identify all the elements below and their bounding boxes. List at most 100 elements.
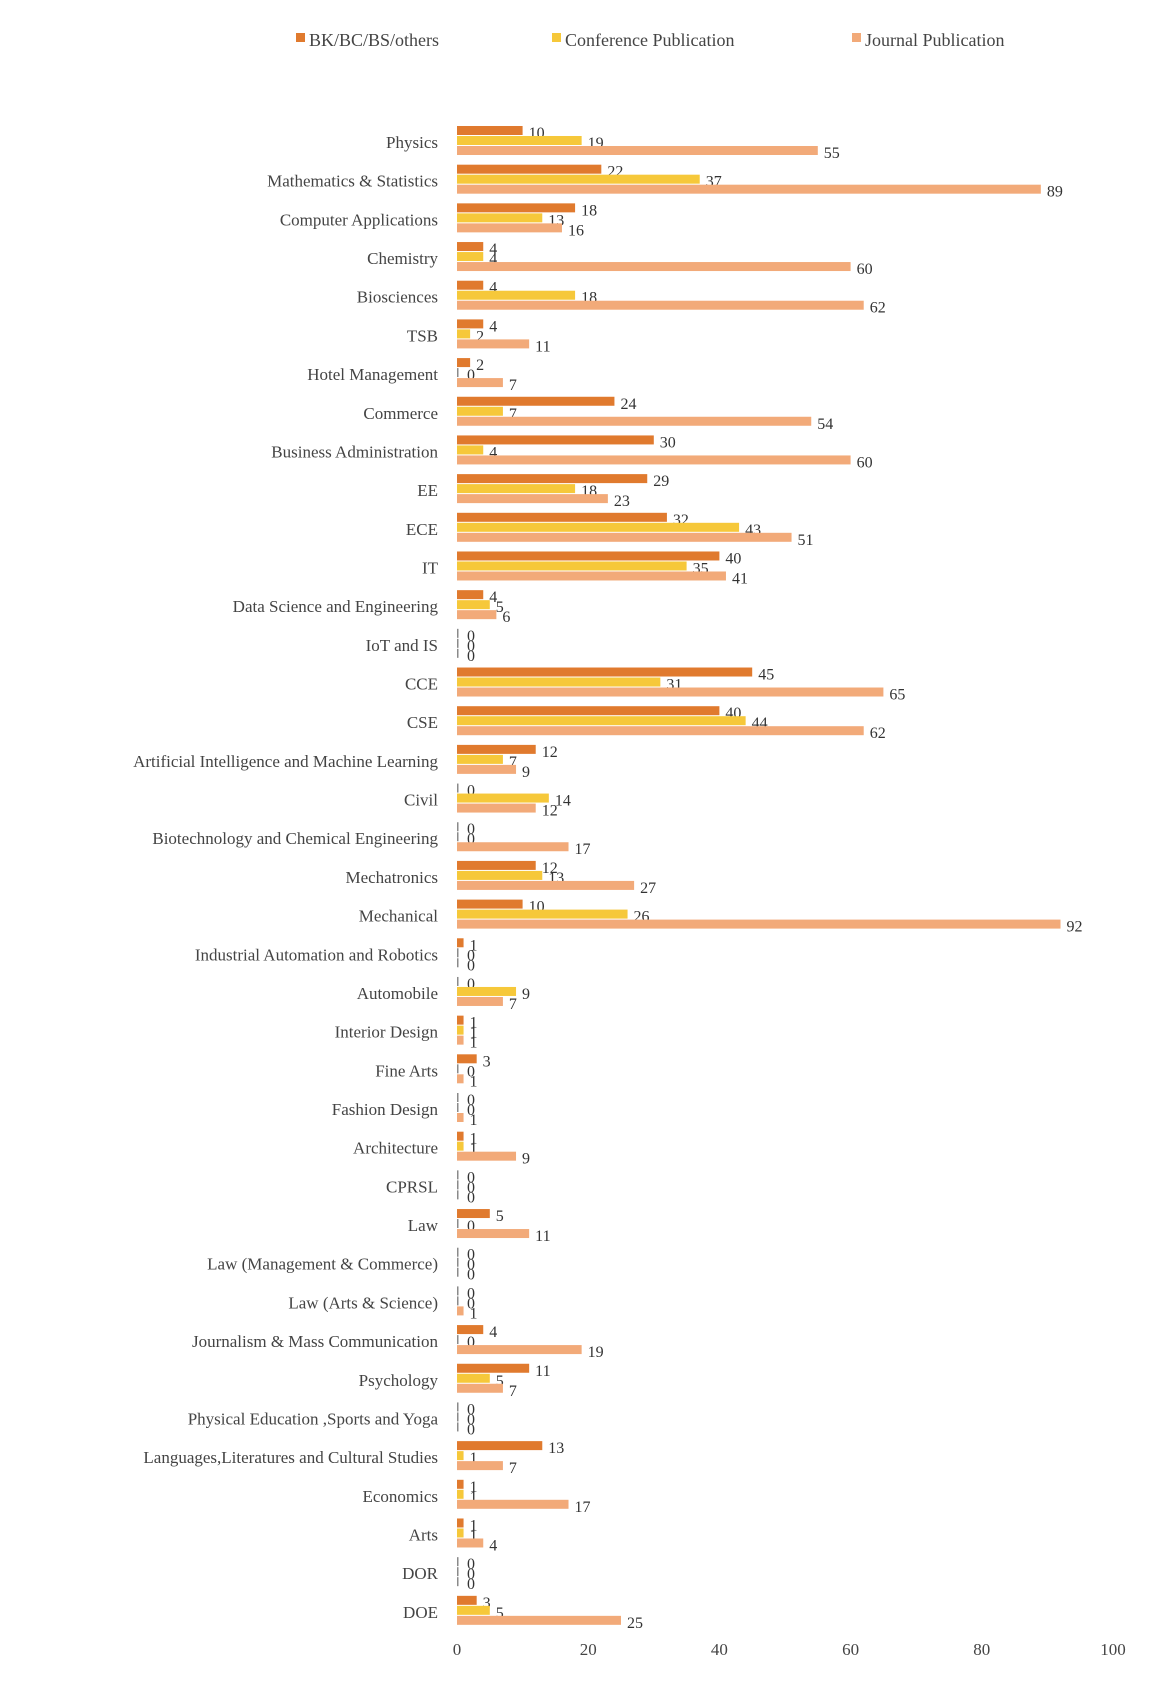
- bar-0: [457, 512, 667, 522]
- data-label-1: 5: [496, 1605, 504, 1622]
- data-label-2: 60: [857, 261, 873, 278]
- bar-2: [457, 880, 635, 890]
- data-label-1: 4: [489, 251, 497, 268]
- data-label-2: 25: [627, 1615, 643, 1632]
- data-label-1: 0: [467, 947, 475, 964]
- bar-1: [457, 406, 503, 416]
- bar-2: [457, 1074, 464, 1084]
- x-tick-label: 80: [973, 1640, 990, 1659]
- data-label-1: 5: [496, 599, 504, 616]
- data-label-2: 4: [489, 1537, 497, 1554]
- bar-1: [457, 561, 687, 571]
- bar-1: [457, 484, 576, 494]
- data-label-0: 4: [489, 1324, 497, 1341]
- bar-1: [457, 136, 582, 145]
- data-label-0: 29: [653, 473, 669, 490]
- bar-0: [457, 1518, 464, 1528]
- data-label-1: 1: [470, 1141, 478, 1158]
- data-label-2: 27: [640, 880, 656, 897]
- bar-2: [457, 1538, 484, 1548]
- bar-0: [457, 126, 523, 135]
- data-label-2: 7: [509, 377, 517, 394]
- data-label-1: 0: [467, 1295, 475, 1312]
- bar-0: [457, 899, 523, 909]
- bar-2: [457, 687, 884, 697]
- data-label-1: 0: [467, 1179, 475, 1196]
- bar-1: [457, 870, 543, 880]
- data-label-2: 41: [732, 570, 748, 587]
- data-label-1: 1: [470, 1489, 478, 1506]
- category-label: Mechanical: [359, 907, 439, 926]
- data-label-2: 7: [509, 1383, 517, 1400]
- x-tick-label: 40: [711, 1640, 728, 1659]
- bar-1: [457, 1180, 459, 1190]
- bar-1: [457, 1219, 459, 1229]
- data-label-0: 0: [467, 628, 475, 645]
- bar-0: [457, 1595, 477, 1605]
- bar-0: [457, 319, 484, 329]
- data-label-0: 0: [467, 1247, 475, 1264]
- category-label: DOR: [402, 1564, 439, 1583]
- data-label-0: 30: [660, 434, 676, 451]
- bar-1: [457, 716, 746, 726]
- category-label: Computer Applications: [280, 210, 438, 229]
- bar-0: [457, 1054, 477, 1064]
- bar-1: [457, 174, 700, 184]
- category-label: IT: [422, 558, 439, 577]
- category-axis: Physics Mathematics & Statistics Computer …: [133, 133, 439, 1622]
- data-label-1: 0: [467, 1102, 475, 1119]
- bar-0: [457, 822, 459, 832]
- bar-2: [457, 803, 536, 813]
- data-label-2: 55: [824, 145, 840, 162]
- category-label: Psychology: [359, 1371, 439, 1390]
- bar-1: [457, 252, 484, 262]
- category-label: Physical Education ,Sports and Yoga: [188, 1409, 439, 1428]
- category-label: DOE: [403, 1603, 438, 1622]
- data-label-2: 60: [857, 454, 873, 471]
- data-label-1: 0: [467, 367, 475, 384]
- legend-label-0: BK/BC/BS/others: [309, 30, 439, 50]
- bar-1: [457, 1257, 459, 1267]
- data-label-2: 0: [467, 957, 475, 974]
- bar-0: [457, 435, 654, 445]
- x-tick-label: 20: [580, 1640, 597, 1659]
- data-label-0: 0: [467, 1285, 475, 1302]
- bar-2: [457, 416, 812, 426]
- bar-0: [457, 280, 484, 290]
- category-label: CCE: [405, 675, 438, 694]
- data-label-0: 1: [470, 1517, 478, 1534]
- bar-1: [457, 1489, 464, 1499]
- bar-2: [457, 1499, 569, 1509]
- bar-2: [457, 1461, 503, 1471]
- bar-2: [457, 919, 1061, 929]
- x-tick-label: 60: [842, 1640, 859, 1659]
- data-label-1: 0: [467, 1566, 475, 1583]
- data-label-2: 9: [522, 1151, 530, 1168]
- data-label-0: 24: [620, 396, 636, 413]
- category-label: Commerce: [363, 404, 438, 423]
- category-label: Chemistry: [367, 249, 438, 268]
- data-label-2: 51: [798, 532, 814, 549]
- bar-2: [457, 146, 818, 155]
- legend-label-2: Journal Publication: [865, 30, 1004, 50]
- data-label-1: 9: [522, 986, 530, 1003]
- data-label-0: 0: [467, 1092, 475, 1109]
- category-label: IoT and IS: [366, 636, 438, 655]
- bar-2: [457, 1422, 459, 1432]
- category-label: Business Administration: [271, 442, 438, 461]
- data-label-0: 0: [467, 1556, 475, 1573]
- data-label-2: 62: [870, 725, 886, 742]
- bar-1: [457, 1451, 464, 1461]
- data-label-1: 0: [467, 1218, 475, 1235]
- data-label-2: 62: [870, 300, 886, 317]
- data-label-1: 0: [467, 831, 475, 848]
- data-label-2: 12: [542, 803, 558, 820]
- bar-1: [457, 522, 740, 532]
- data-label-2: 89: [1047, 184, 1063, 201]
- data-label-2: 1: [470, 1112, 478, 1129]
- x-tick-label: 100: [1100, 1640, 1126, 1659]
- bar-0: [457, 203, 576, 213]
- data-label-0: 12: [542, 744, 558, 761]
- category-label: Journalism & Mass Communication: [192, 1332, 439, 1351]
